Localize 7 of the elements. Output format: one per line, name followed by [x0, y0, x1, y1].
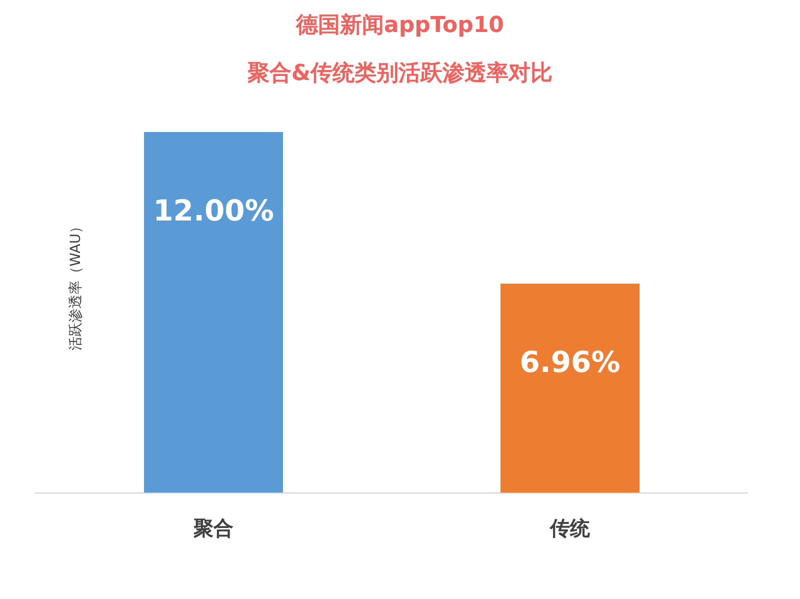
data-label: 12.00%	[153, 194, 274, 228]
chart-title: 德国新闻appTop10	[294, 12, 505, 40]
data-label: 6.96%	[520, 345, 620, 380]
chart-subtitle: 聚合&传统类别活跃渗透率对比	[246, 60, 554, 88]
x-tick-label: 传统	[548, 516, 591, 540]
x-tick-label: 聚合	[192, 516, 234, 540]
y-axis-title: 活跃渗透率（WAU）	[67, 220, 85, 350]
